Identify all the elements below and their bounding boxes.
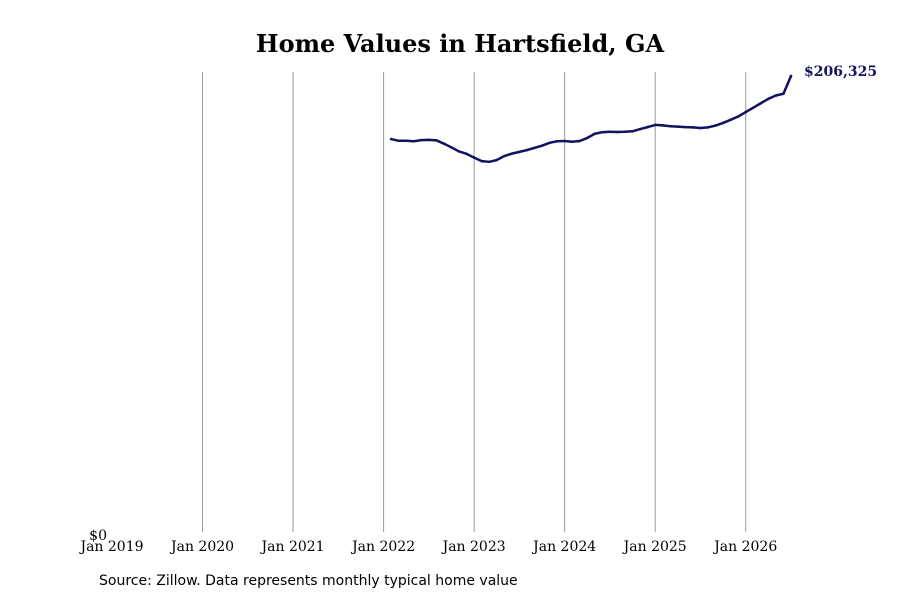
data-point: [533, 146, 536, 150]
data-point: [782, 92, 785, 96]
data-point: [736, 115, 740, 118]
data-point: [661, 124, 665, 127]
x-tick-label: Jan 2024: [531, 539, 596, 555]
data-point: [586, 136, 589, 140]
data-point: [480, 159, 483, 163]
data-point: [450, 146, 453, 149]
data-point: [442, 142, 446, 145]
data-point: [608, 130, 612, 134]
data-point: [503, 154, 506, 158]
data-point: [653, 123, 657, 127]
data-point: [389, 137, 393, 141]
data-point: [495, 158, 499, 162]
x-tick-label: Jan 2020: [169, 539, 234, 555]
data-point: [706, 126, 710, 129]
data-point: [593, 132, 597, 136]
data-point: [691, 126, 695, 129]
data-point: [427, 138, 431, 142]
data-point: [487, 160, 491, 164]
data-point: [472, 156, 476, 159]
y-axis-ticks: $0: [89, 528, 107, 544]
chart-title: Home Values in Hartsfield, GA: [256, 29, 665, 58]
data-point: [465, 152, 468, 156]
data-point: [789, 74, 793, 78]
x-tick-label: Jan 2023: [441, 539, 506, 555]
data-point: [714, 124, 717, 127]
x-tick-label: Jan 2026: [712, 539, 777, 555]
data-point: [751, 106, 755, 109]
series-layer: [389, 74, 793, 164]
data-point: [525, 148, 529, 152]
data-point: [631, 130, 634, 133]
data-point: [540, 144, 544, 147]
data-point: [510, 152, 514, 155]
data-point: [699, 126, 702, 130]
gridlines: [202, 72, 747, 532]
data-point: [457, 150, 461, 153]
x-axis-ticks: Jan 2019 Jan 2020 Jan 2021 Jan 2022 Jan 2023…: [78, 539, 777, 555]
x-tick-label: Jan 2022: [350, 539, 415, 555]
source-note: Source: Zillow. Data represents monthly …: [99, 573, 518, 589]
x-tick-label: Jan 2025: [622, 539, 687, 555]
data-point: [623, 130, 627, 134]
x-tick-label: Jan 2019: [78, 539, 143, 555]
data-point: [668, 124, 672, 128]
data-point: [404, 139, 408, 143]
data-point: [767, 97, 770, 101]
data-point: [601, 130, 604, 134]
data-point: [578, 139, 582, 143]
data-point: [646, 125, 649, 129]
data-point: [518, 150, 521, 154]
data-point: [435, 139, 438, 142]
end-value-label: $206,325: [804, 64, 877, 80]
y-tick-label: $0: [89, 528, 107, 544]
data-point: [684, 125, 687, 129]
series-line-0: [389, 74, 793, 164]
data-point: [729, 118, 732, 122]
data-point: [555, 139, 559, 143]
data-point: [570, 140, 574, 143]
data-point: [420, 138, 423, 142]
data-point: [616, 130, 619, 134]
data-point: [744, 110, 748, 114]
data-point: [759, 101, 763, 105]
data-point: [563, 139, 566, 143]
x-tick-label: Jan 2021: [260, 539, 325, 555]
data-point: [721, 121, 725, 125]
data-point: [774, 94, 778, 97]
data-point: [412, 139, 416, 143]
data-point: [638, 127, 642, 131]
data-point: [397, 139, 400, 143]
data-point: [548, 141, 551, 145]
data-point: [676, 125, 680, 128]
